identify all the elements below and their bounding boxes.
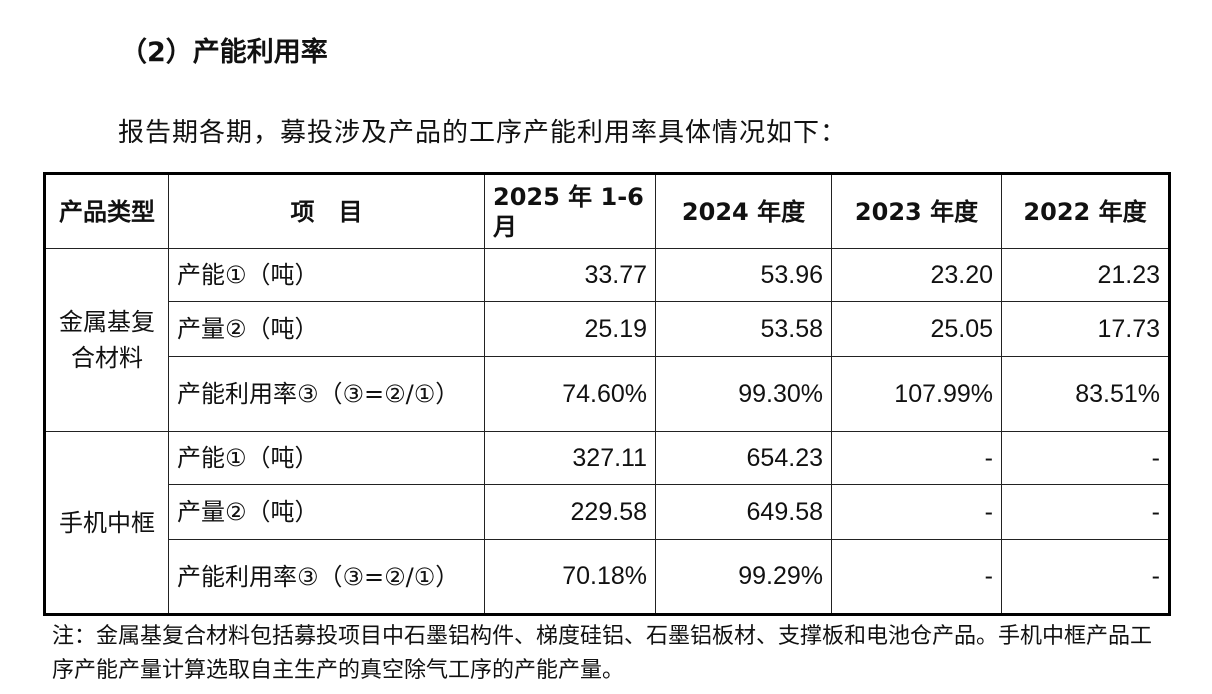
table-row: 金属基复合材料 产能①（吨） 33.77 53.96 23.20 21.23 [44, 248, 1170, 432]
column-header: 2023 年度 [831, 173, 1002, 249]
table-row: 产量②（吨） 229.58 649.58- - [45, 484, 1170, 540]
capacity-table: 产品类型项 目 2025 年 1-6 月 2024 年度 2023 年度 2022 年度… [43, 172, 1171, 616]
value-cell: 649.58 [655, 484, 832, 540]
value-cell: 21.23 [1001, 248, 1170, 302]
column-header: 项 目 [168, 173, 485, 249]
value-cell: 107.99% [831, 356, 1002, 432]
table-row: 手机中框 产能①（吨） 327.11 654.23- - [44, 431, 1170, 615]
value-cell: 70.18% [484, 539, 656, 615]
footnote: 注：金属基复合材料包括募投项目中石墨铝构件、梯度硅铝、石墨铝板材、支撑板和电池仓… [52, 624, 1153, 683]
column-header: 2025 年 1-6 月 [484, 173, 656, 249]
column-header: 2022 年度 [1001, 173, 1170, 249]
value-cell: - [1001, 539, 1170, 615]
item-label: 产量②（吨） [168, 301, 485, 357]
value-cell: - [1001, 484, 1170, 540]
item-label: 产能①（吨） [168, 248, 485, 302]
value-cell: 23.20 [831, 248, 1002, 302]
value-cell: 25.19 [484, 301, 656, 357]
section-title: （2）产能利用率 [120, 37, 328, 68]
value-cell: 74.60% [484, 356, 656, 432]
item-label: 产能利用率③（③=②/①） [168, 356, 485, 432]
column-header: 产品类型 [44, 173, 169, 249]
value-cell: - [831, 484, 1002, 540]
value-cell: 53.58 [655, 301, 832, 357]
item-label: 产能①（吨） [168, 431, 485, 485]
value-cell: 327.11 [484, 431, 656, 485]
intro-text: 报告期各期，募投涉及产品的工序产能利用率具体情况如下： [118, 118, 848, 148]
value-cell: 83.51% [1001, 356, 1170, 432]
column-header: 2024 年度 [655, 173, 832, 249]
product-category: 手机中框 [44, 431, 169, 615]
value-cell: 25.05 [831, 301, 1002, 357]
value-cell: 33.77 [484, 248, 656, 302]
value-cell: 229.58 [484, 484, 656, 540]
value-cell: - [1001, 431, 1170, 485]
table-row: 产量②（吨） 25.19 53.58 25.05 17.73 [45, 301, 1170, 357]
table-row: 产能利用率③（③=②/①） 70.18% 99.29% - - [45, 539, 1170, 615]
value-cell: 99.30% [655, 356, 832, 432]
value-cell: 99.29% [655, 539, 832, 615]
value-cell: 654.23 [655, 431, 832, 485]
value-cell: 17.73 [1001, 301, 1170, 357]
product-category: 金属基复合材料 [44, 248, 169, 432]
table-row: 产能利用率③（③=②/①） 74.60% 99.30% 107.99% 83.51% [45, 356, 1170, 432]
item-label: 产量②（吨） [168, 484, 485, 540]
item-label: 产能利用率③（③=②/①） [168, 539, 485, 615]
value-cell: - [831, 539, 1002, 615]
value-cell: 53.96 [655, 248, 832, 302]
value-cell: - [831, 431, 1002, 485]
